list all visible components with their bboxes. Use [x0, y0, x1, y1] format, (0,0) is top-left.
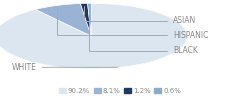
Text: BLACK: BLACK: [89, 6, 198, 55]
Wedge shape: [35, 4, 91, 36]
Wedge shape: [88, 3, 91, 36]
Text: HISPANIC: HISPANIC: [57, 8, 208, 40]
Text: WHITE: WHITE: [12, 63, 118, 72]
Legend: 90.2%, 8.1%, 1.2%, 0.6%: 90.2%, 8.1%, 1.2%, 0.6%: [56, 85, 184, 96]
Wedge shape: [80, 3, 91, 36]
Text: ASIAN: ASIAN: [84, 6, 196, 25]
Wedge shape: [0, 3, 187, 69]
